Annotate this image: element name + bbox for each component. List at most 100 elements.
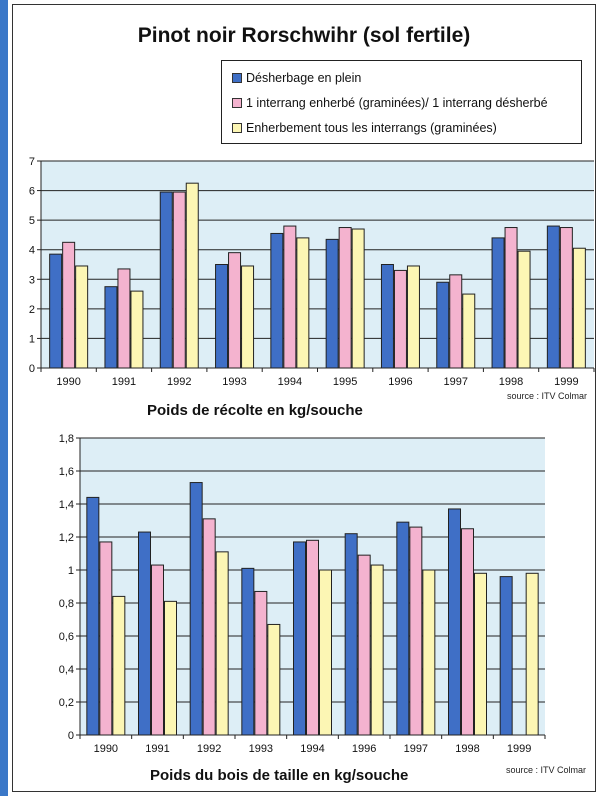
chart2-y-tick-label: 0,6 xyxy=(59,631,74,643)
chart2-bar-1997-s1 xyxy=(396,521,410,736)
chart1-bar-1995-s1 xyxy=(325,238,339,369)
chart2-x-tick-label: 1997 xyxy=(404,743,428,755)
chart2-bar-1990-s3 xyxy=(112,595,126,736)
chart1-bar-1992-s3 xyxy=(185,182,199,369)
chart1-caption: Poids de récolte en kg/souche xyxy=(147,402,363,419)
chart2-bar-1993-s3 xyxy=(267,623,281,736)
chart2-bar-1993-s2 xyxy=(254,590,268,736)
chart1-x-tick-label: 1999 xyxy=(554,376,578,388)
chart1-y-tick-label: 1 xyxy=(29,333,35,345)
chart1-bar-1992-s1 xyxy=(159,191,173,369)
legend-swatch-yellow xyxy=(232,122,242,133)
chart1-bar-1996-s1 xyxy=(380,264,394,369)
chart1-bar-1998-s2 xyxy=(504,227,518,369)
chart1-y-tick-label: 4 xyxy=(29,245,35,257)
chart2-bar-1991-s3 xyxy=(164,600,177,736)
chart2-bar-1990-s1 xyxy=(86,496,100,736)
chart2-bar-1999-s3 xyxy=(525,572,539,736)
chart1-x-tick-label: 1995 xyxy=(333,376,357,388)
legend-label: Désherbage en plein xyxy=(246,71,362,85)
chart2-bar-1998-s1 xyxy=(448,508,461,736)
chart1-y-tick-label: 2 xyxy=(29,304,35,316)
chart1-x-tick-label: 1991 xyxy=(112,376,136,388)
legend-item-desherbage: Désherbage en plein xyxy=(232,69,361,87)
chart1-bar-1993-s2 xyxy=(228,252,242,369)
chart2-y-tick-label: 1 xyxy=(68,565,74,577)
chart2-bar-1998-s3 xyxy=(474,572,487,736)
chart2-y-tick-label: 0,8 xyxy=(59,598,74,610)
chart1-y-tick-label: 6 xyxy=(29,186,35,198)
legend-label: Enherbement tous les interrangs (graminé… xyxy=(246,121,497,135)
chart1-bar-1996-s3 xyxy=(406,265,420,369)
chart-poids-bois-taille: 0 0,2 0,4 0,6 0,8 1 1,2 1,4 1,6 1,8 1990 1991 1992 19… xyxy=(59,433,546,755)
chart2-bar-1992-s3 xyxy=(215,551,229,736)
chart2-y-tick-label: 1,4 xyxy=(59,499,74,511)
chart2-y-tick-label: 1,2 xyxy=(59,532,74,544)
chart2-bar-1996-s3 xyxy=(370,564,384,736)
chart2-caption: Poids du bois de taille en kg/souche xyxy=(150,767,409,784)
chart2-bar-1992-s1 xyxy=(189,482,203,736)
page-title: Pinot noir Rorschwihr (sol fertile) xyxy=(137,24,471,47)
chart2-x-tick-label: 1993 xyxy=(249,743,273,755)
chart2-bar-1996-s1 xyxy=(344,533,358,736)
chart1-bar-1997-s3 xyxy=(462,293,476,369)
legend: Désherbage en plein 1 interrang enherbé … xyxy=(221,60,582,144)
chart1-bar-1999-s3 xyxy=(572,247,586,369)
chart2-x-tick-label: 1990 xyxy=(94,743,118,755)
chart2-bar-1991-s2 xyxy=(151,564,164,736)
chart2-x-tick-label: 1999 xyxy=(507,743,531,755)
chart1-bar-1994-s1 xyxy=(270,232,284,369)
chart2-bar-1994-s3 xyxy=(319,569,332,736)
chart1-bar-1995-s2 xyxy=(338,227,352,369)
chart1-y-tick-label: 5 xyxy=(29,215,35,227)
legend-swatch-pink xyxy=(232,97,242,108)
chart2-x-tick-label: 1994 xyxy=(300,743,324,755)
chart2-bar-1994-s2 xyxy=(306,539,319,736)
chart1-bar-1998-s1 xyxy=(491,237,505,369)
chart1-x-tick-label: 1993 xyxy=(222,376,246,388)
chart1-bar-1994-s2 xyxy=(283,225,297,369)
chart2-y-tick-label: 1,8 xyxy=(59,433,74,445)
chart1-bar-1999-s1 xyxy=(546,225,560,369)
legend-item-tous-interrangs: Enherbement tous les interrangs (graminé… xyxy=(232,119,497,137)
chart-poids-recolte: 0 1 2 3 4 5 6 7 1990 1991 1992 1993 1994 1995 1996 1997… xyxy=(29,156,595,388)
chart1-x-tick-label: 1990 xyxy=(56,376,80,388)
chart2-y-tick-label: 0,2 xyxy=(59,697,74,709)
chart2-y-tick-label: 0,4 xyxy=(59,664,74,676)
chart2-bar-1999-s1 xyxy=(499,576,513,736)
chart1-bar-1991-s1 xyxy=(104,286,118,369)
chart2-bar-1992-s2 xyxy=(202,518,216,736)
chart1-x-tick-label: 1992 xyxy=(167,376,191,388)
chart2-bar-1990-s2 xyxy=(99,541,113,736)
chart2-bar-1997-s2 xyxy=(409,526,423,736)
chart1-x-tick-label: 1997 xyxy=(444,376,468,388)
chart2-y-tick-label: 1,6 xyxy=(59,466,74,478)
chart2-bar-1998-s2 xyxy=(461,528,474,736)
legend-label: 1 interrang enherbé (graminées)/ 1 inter… xyxy=(246,96,548,110)
chart1-bar-1993-s3 xyxy=(241,265,255,369)
chart2-bar-1996-s2 xyxy=(357,554,371,736)
legend-swatch-blue xyxy=(232,72,242,83)
chart1-bar-1995-s3 xyxy=(351,228,365,369)
chart1-bar-1997-s1 xyxy=(436,281,450,369)
chart2-bar-1993-s1 xyxy=(241,567,255,736)
chart1-y-tick-label: 0 xyxy=(29,363,35,375)
chart2-x-tick-label: 1991 xyxy=(145,743,169,755)
chart2-source: source : ITV Colmar xyxy=(506,765,587,775)
chart1-bar-1992-s2 xyxy=(172,191,186,369)
chart1-x-tick-label: 1996 xyxy=(388,376,412,388)
chart1-bar-1991-s2 xyxy=(117,268,131,369)
chart1-source: source : ITV Colmar xyxy=(507,391,588,401)
chart1-bar-1994-s3 xyxy=(296,237,310,369)
chart1-bar-1990-s1 xyxy=(49,253,63,369)
chart1-x-tick-label: 1994 xyxy=(278,376,302,388)
chart1-bar-1990-s3 xyxy=(75,265,89,369)
chart1-bar-1993-s1 xyxy=(215,264,229,369)
chart1-bar-1991-s3 xyxy=(130,290,144,369)
chart2-bar-1994-s1 xyxy=(293,541,306,736)
chart2-bar-1991-s1 xyxy=(138,531,151,736)
chart1-bar-1998-s3 xyxy=(517,250,531,369)
chart1-y-tick-label: 7 xyxy=(29,156,35,168)
chart2-y-tick-label: 0 xyxy=(68,730,74,742)
